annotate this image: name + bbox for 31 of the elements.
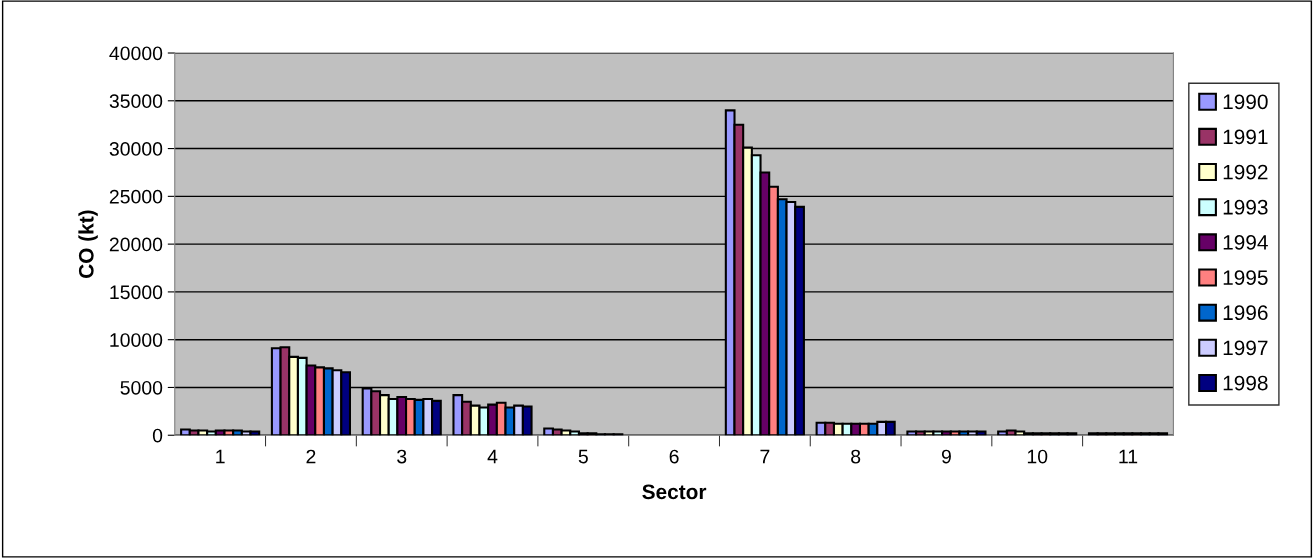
y-tick-label: 30000 [109,142,163,156]
x-tick-label: 8 [851,449,861,464]
x-tick-label: 4 [487,449,498,464]
x-tick-label: 2 [306,449,316,464]
legend-label: 1990 [1223,94,1268,110]
y-axis-title: CO (kt) [78,210,98,278]
x-tick-label: 1 [216,449,225,464]
y-tick-label: 0 [152,428,163,443]
legend-label: 1998 [1223,375,1268,391]
legend-label: 1996 [1223,305,1268,321]
y-tick-label: 5000 [120,380,163,395]
legend-label: 1994 [1223,235,1268,250]
y-tick-label: 35000 [109,94,163,109]
legend-label: 1991 [1223,129,1268,145]
x-tick-label: 9 [941,449,951,464]
x-tick-label: 7 [760,449,770,464]
y-tick-label: 25000 [109,189,163,204]
legend-label: 1993 [1223,199,1268,215]
x-axis-title: Sector [642,484,707,500]
y-tick-label: 15000 [110,285,163,300]
x-tick-label: 11 [1119,449,1138,464]
legend-label: 1997 [1223,340,1268,356]
y-tick-label: 10000 [110,333,163,347]
x-tick-label: 3 [397,449,407,464]
legend-label: 1992 [1223,164,1268,180]
x-tick-label: 6 [669,449,679,464]
x-tick-label: 5 [578,449,588,464]
x-tick-label: 10 [1027,449,1048,464]
y-tick-label: 20000 [109,237,163,252]
y-tick-label: 40000 [109,46,163,61]
legend-label: 1995 [1223,270,1268,285]
